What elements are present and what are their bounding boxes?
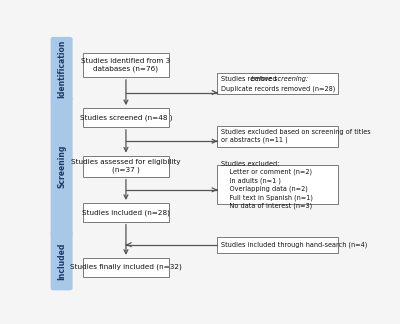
FancyBboxPatch shape	[82, 156, 169, 177]
FancyBboxPatch shape	[218, 237, 338, 253]
FancyBboxPatch shape	[218, 73, 338, 94]
FancyBboxPatch shape	[82, 53, 169, 77]
Text: Studies included through hand-search (n=4): Studies included through hand-search (n=…	[221, 241, 367, 248]
FancyBboxPatch shape	[82, 258, 169, 276]
Text: Screening: Screening	[57, 145, 66, 188]
Text: before screening:: before screening:	[251, 76, 308, 82]
Text: Duplicate records removed (n=28): Duplicate records removed (n=28)	[221, 86, 335, 92]
Text: Identification: Identification	[57, 40, 66, 98]
Text: Studies excluded based on screening of titles
or abstracts (n=11 ): Studies excluded based on screening of t…	[221, 129, 371, 144]
FancyBboxPatch shape	[218, 166, 338, 204]
Text: Studies removed: Studies removed	[221, 76, 279, 82]
FancyBboxPatch shape	[218, 126, 338, 147]
FancyBboxPatch shape	[82, 203, 169, 222]
Text: Studies excluded:
    Letter or comment (n=2)
    In adults (n=1 )
    Overlappi: Studies excluded: Letter or comment (n=2…	[221, 161, 313, 209]
Text: Studies screened (n=48 ): Studies screened (n=48 )	[80, 114, 172, 121]
Text: Included: Included	[57, 242, 66, 280]
Text: Studies assessed for eligibility
(n=37 ): Studies assessed for eligibility (n=37 )	[71, 159, 181, 173]
Text: Studies included (n=28): Studies included (n=28)	[82, 209, 170, 215]
Text: Studies finally included (n=32): Studies finally included (n=32)	[70, 264, 182, 271]
FancyBboxPatch shape	[82, 108, 169, 127]
Text: Studies identified from 3
databases (n=76): Studies identified from 3 databases (n=7…	[81, 58, 170, 72]
FancyBboxPatch shape	[51, 37, 73, 101]
FancyBboxPatch shape	[51, 231, 73, 290]
FancyBboxPatch shape	[51, 97, 73, 236]
